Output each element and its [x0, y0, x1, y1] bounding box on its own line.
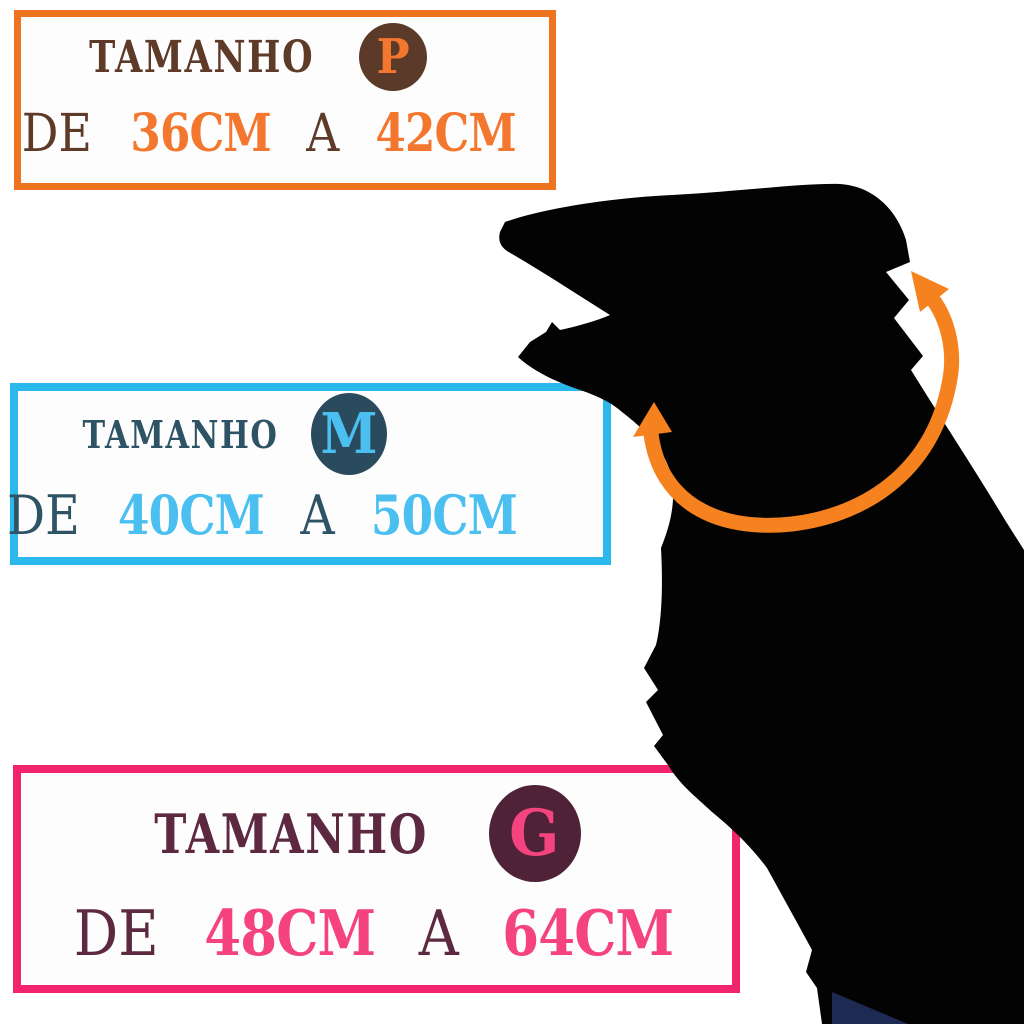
collar-measurement-arrow-icon [643, 292, 960, 533]
size-letter-badge-g: G [488, 785, 581, 882]
range-to: 42CM [374, 103, 516, 164]
size-label: TAMANHO [82, 411, 279, 457]
size-box-m-header: TAMANHO M [58, 393, 387, 475]
size-box-g-header: TAMANHO G [120, 785, 581, 882]
arrowhead-right-icon [911, 271, 949, 312]
range-to: 64CM [501, 896, 674, 970]
range-from: 36CM [130, 103, 271, 164]
size-letter-badge-m: M [310, 393, 387, 475]
range-from: 40CM [118, 483, 265, 547]
range-de: DE [6, 484, 80, 547]
arrowhead-left-icon [633, 402, 672, 437]
range-a: A [300, 484, 336, 547]
range-to: 50CM [371, 483, 518, 547]
size-label: TAMANHO [89, 31, 315, 83]
size-range: DE 40CM A 50CM [2, 483, 532, 547]
size-letter: P [376, 29, 410, 85]
size-box-p: TAMANHO P DE 36CM A 42CM [14, 10, 556, 190]
size-label: TAMANHO [154, 801, 429, 866]
range-from: 48CM [204, 896, 377, 970]
size-range: DE 48CM A 64CM [68, 896, 689, 970]
range-de: DE [21, 104, 92, 164]
size-box-g: TAMANHO G DE 48CM A 64CM [13, 765, 740, 993]
size-box-m: TAMANHO M DE 40CM A 50CM [7, 383, 611, 565]
size-box-p-header: TAMANHO P [61, 23, 427, 91]
range-a: A [306, 104, 340, 164]
size-range: DE 36CM A 42CM [17, 103, 529, 164]
range-de: DE [73, 897, 159, 970]
dog-silhouette [499, 183, 1024, 1024]
size-letter: G [509, 796, 560, 871]
size-letter-badge-p: P [358, 23, 427, 91]
range-a: A [418, 897, 459, 970]
navy-shadow-patch [832, 992, 908, 1024]
size-letter: M [320, 401, 378, 467]
